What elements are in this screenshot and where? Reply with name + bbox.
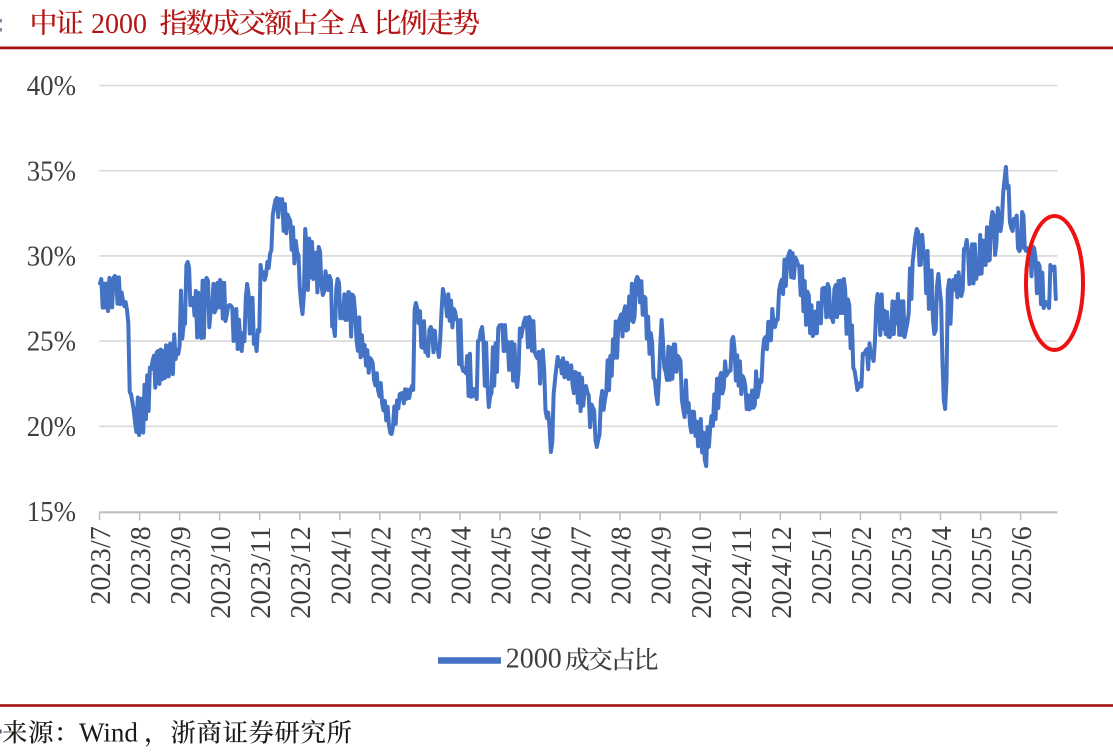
svg-text:30%: 30% — [27, 241, 76, 273]
svg-text:2024/3: 2024/3 — [405, 526, 437, 605]
svg-text:2025/1: 2025/1 — [806, 526, 838, 605]
svg-text:2025/6: 2025/6 — [1006, 526, 1038, 605]
svg-text:2024/4: 2024/4 — [445, 526, 477, 605]
svg-text:2024/12: 2024/12 — [766, 526, 798, 619]
svg-text:Wind: Wind — [79, 718, 138, 748]
svg-text:2000: 2000 — [506, 644, 562, 675]
svg-text:2024/7: 2024/7 — [566, 526, 598, 605]
svg-text:20%: 20% — [27, 411, 76, 443]
svg-text:2023/11: 2023/11 — [245, 526, 277, 619]
svg-text:2024/8: 2024/8 — [606, 526, 638, 605]
svg-text:2023/9: 2023/9 — [165, 526, 197, 605]
svg-text:35%: 35% — [27, 155, 76, 187]
svg-text:2025/4: 2025/4 — [926, 526, 958, 605]
svg-text:2023/12: 2023/12 — [285, 526, 317, 619]
svg-text:25%: 25% — [27, 326, 76, 358]
svg-text:15%: 15% — [27, 496, 76, 528]
svg-text:2025/3: 2025/3 — [886, 526, 918, 605]
svg-text:2025/2: 2025/2 — [846, 526, 878, 605]
svg-text:2024/10: 2024/10 — [686, 526, 718, 619]
svg-text:2000: 2000 — [91, 9, 147, 40]
svg-text:2023/7: 2023/7 — [85, 526, 117, 605]
svg-text:A: A — [348, 9, 369, 40]
svg-text:2024/6: 2024/6 — [526, 526, 558, 605]
svg-text:2024/9: 2024/9 — [646, 526, 678, 605]
svg-text:2024/1: 2024/1 — [325, 526, 357, 605]
svg-text:40%: 40% — [27, 70, 76, 102]
svg-text:2023/8: 2023/8 — [125, 526, 157, 605]
svg-text:2024/11: 2024/11 — [726, 526, 758, 619]
svg-text:2025/5: 2025/5 — [966, 526, 998, 605]
svg-text:2024/5: 2024/5 — [486, 526, 518, 605]
svg-text:2023/10: 2023/10 — [205, 526, 237, 619]
svg-text:2024/2: 2024/2 — [365, 526, 397, 605]
